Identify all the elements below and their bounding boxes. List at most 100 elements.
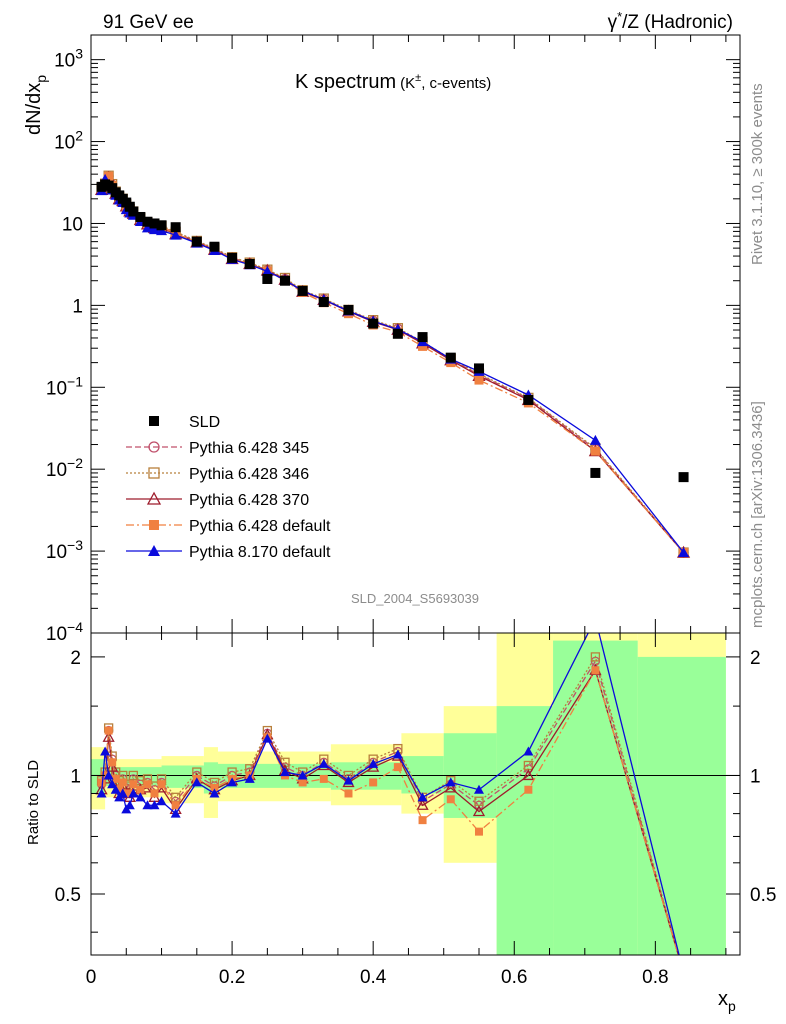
y-tick-label: 10−1	[46, 373, 83, 399]
data-point	[135, 211, 146, 222]
ratio-point	[591, 666, 600, 675]
legend-entry: Pythia 6.428 345	[126, 440, 309, 457]
y-tick-label: 102	[54, 128, 83, 154]
data-point	[279, 275, 290, 286]
ratio-point	[319, 774, 328, 783]
main-point	[678, 547, 690, 558]
data-point	[262, 273, 273, 284]
ratio-point	[368, 758, 379, 768]
ratio-point	[125, 789, 134, 798]
ratio-point	[102, 730, 115, 742]
legend-label: Pythia 8.170 default	[189, 544, 331, 561]
mcplots-label: mcplots.cern.ch [arXiv:1306.3436]	[749, 401, 766, 628]
ratio-tick-label-right: 2	[750, 648, 761, 669]
ratio-point	[210, 783, 219, 792]
ratio-point	[590, 652, 601, 662]
ratio-point	[171, 801, 180, 810]
legend-entry: Pythia 6.428 370	[126, 491, 309, 509]
ratio-point	[392, 749, 403, 759]
main-point	[170, 229, 182, 240]
y-tick-label: 10	[62, 214, 83, 235]
ratio-point	[369, 778, 378, 787]
ratio-point	[135, 792, 146, 802]
ratio-point	[170, 808, 181, 818]
legend-entry: Pythia 6.428 346	[126, 466, 309, 483]
data-point	[170, 222, 181, 233]
y-tick-label: 1	[72, 296, 83, 317]
ratio-point	[142, 800, 153, 810]
x-tick-label: 0.8	[642, 967, 668, 988]
ratio-tick-label-right: 1	[750, 766, 761, 787]
ratio-point	[124, 800, 135, 810]
main-point	[590, 446, 600, 456]
data-point	[343, 304, 354, 315]
ratio-point	[446, 795, 455, 804]
x-axis-label: xp	[718, 988, 736, 1014]
legend-label: Pythia 6.428 default	[189, 518, 331, 535]
ratio-point	[103, 770, 114, 780]
ratio-point	[472, 805, 486, 817]
ratio-point	[143, 780, 152, 789]
x-tick-label: 0	[86, 967, 97, 988]
legend-marker	[149, 416, 159, 426]
ratio-point	[129, 780, 138, 789]
ratio-panel	[91, 633, 740, 955]
data-point	[128, 206, 139, 217]
ratio-point	[97, 778, 106, 787]
data-point	[209, 241, 220, 252]
data-point	[678, 472, 689, 483]
legend-marker	[149, 520, 159, 530]
band-green	[401, 756, 444, 794]
data-point	[227, 252, 238, 263]
x-tick-label: 0.4	[360, 967, 387, 988]
ratio-point	[111, 774, 120, 783]
ratio-point	[136, 785, 145, 794]
ratio-point	[150, 789, 159, 798]
legend-marker	[146, 491, 162, 505]
data-point	[297, 285, 308, 296]
band-green	[553, 640, 638, 955]
legend-marker	[148, 467, 160, 479]
band-green	[496, 706, 554, 955]
ratio-point	[118, 778, 127, 787]
ratio-point	[416, 798, 429, 810]
y-tick-label: 103	[54, 46, 83, 72]
ratio-tick-label-right: 0.5	[750, 885, 776, 906]
data-point	[191, 236, 202, 247]
main-point	[589, 434, 601, 445]
data-point	[473, 363, 484, 374]
ratio-point	[297, 770, 308, 780]
data-point	[149, 218, 160, 229]
ratio-point	[156, 796, 167, 806]
ratio-frame	[90, 632, 741, 956]
legend-marker	[148, 545, 160, 556]
ratio-point	[417, 792, 428, 802]
data-point	[156, 220, 167, 231]
legend-entry: Pythia 6.428 default	[126, 518, 331, 535]
process-label: γ*/Z (Hadronic)	[608, 9, 733, 33]
ratio-point	[191, 777, 202, 787]
legend-marker	[148, 441, 160, 453]
ratio-tick-label: 0.5	[55, 885, 81, 906]
analysis-label: SLD_2004_S5693039	[351, 591, 479, 606]
ratio-point	[474, 827, 483, 836]
y-tick-label: 10−3	[46, 537, 83, 563]
x-tick-label: 0.6	[501, 967, 527, 988]
ratio-point	[96, 788, 107, 798]
rivet-label: Rivet 3.1.10, ≥ 300k events	[749, 83, 766, 265]
ratio-point	[209, 788, 220, 798]
ratio-axis-label: Ratio to SLD	[25, 760, 42, 845]
ratio-point	[227, 777, 238, 787]
data-point	[142, 216, 153, 227]
ratio-point	[107, 779, 118, 789]
ratio-point	[149, 800, 160, 810]
ratio-point	[128, 770, 138, 781]
band-green	[637, 656, 726, 955]
ratio-point	[108, 758, 117, 767]
ratio-point	[128, 788, 139, 798]
ratio-point	[115, 785, 124, 794]
data-point	[417, 332, 428, 343]
ratio-point	[524, 785, 533, 794]
ratio-point	[318, 758, 329, 768]
